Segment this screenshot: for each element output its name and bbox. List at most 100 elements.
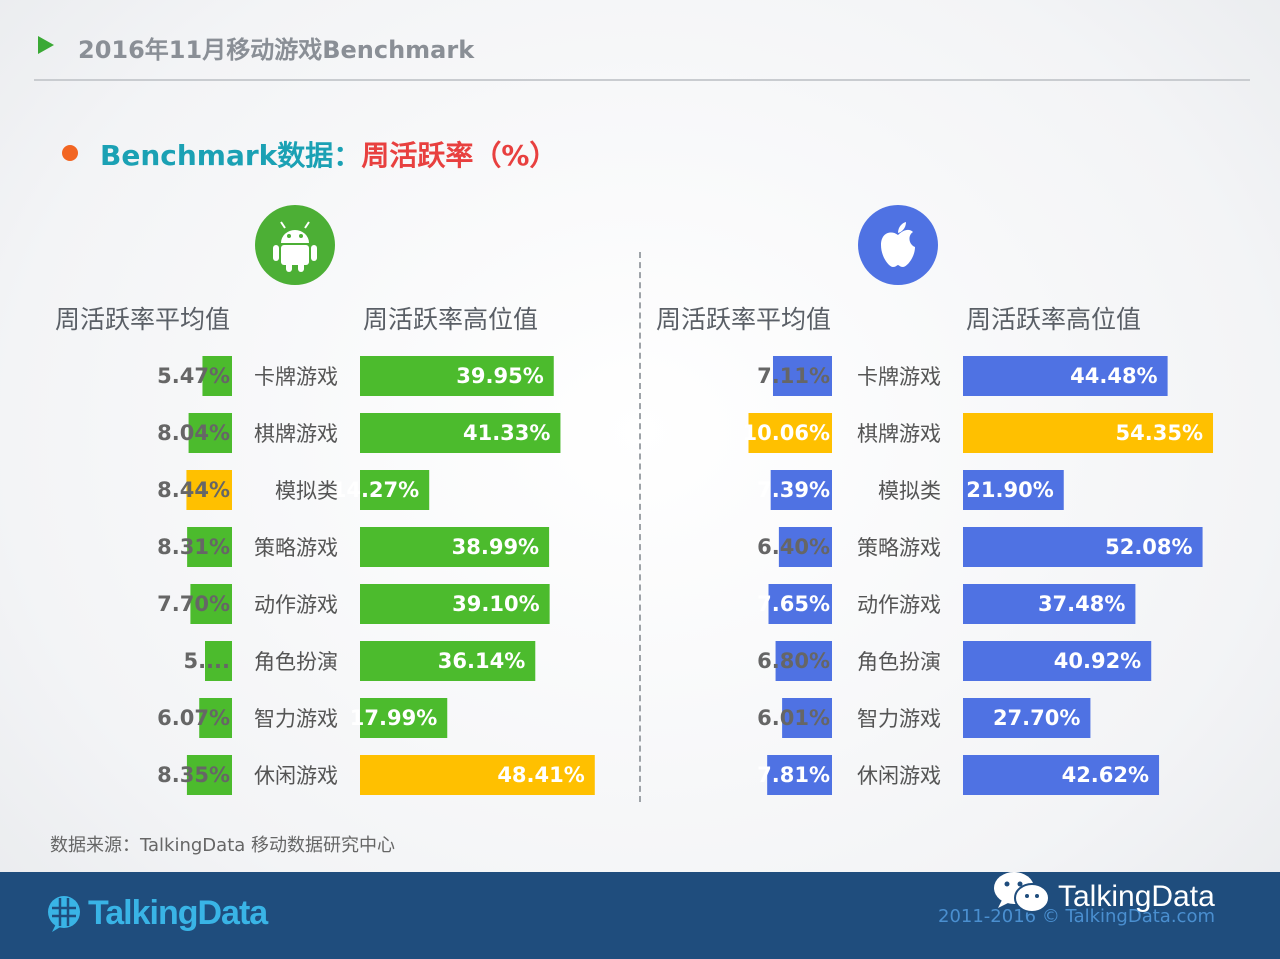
ios-high-bar [963, 413, 1214, 453]
ios-category-label: 动作游戏 [857, 593, 941, 617]
apple-icon [858, 205, 938, 285]
android-category-label: 休闲游戏 [254, 764, 338, 788]
ios-category-label: 角色扮演 [857, 650, 941, 674]
subtitle-label: Benchmark数据： [100, 139, 362, 172]
ios-high-bar [963, 641, 1152, 681]
ios-high-value-label: 27.70% [993, 706, 1080, 730]
ios-category-label: 休闲游戏 [857, 764, 941, 788]
ios-high-bar [963, 698, 1091, 738]
android-avg-bar [202, 356, 232, 396]
android-high-value-label: 39.95% [456, 364, 543, 388]
android-avg-value-label: 8.35% [157, 763, 230, 787]
android-category-label: 卡牌游戏 [254, 365, 338, 389]
ios-high-title: 周活跃率高位值 [966, 305, 1142, 334]
ios-avg-value-label: 7.65% [757, 592, 830, 616]
android-avg-bar [190, 584, 232, 624]
android-avg-value-label: 8.44% [157, 478, 230, 502]
footer-copyright: 2011-2016 © TalkingData.com [938, 906, 1216, 927]
ios-avg-value-label: 7.39% [757, 478, 830, 502]
ios-category-label: 模拟类 [878, 479, 941, 503]
android-high-value-label: 38.99% [452, 535, 539, 559]
page-title: 2016年11月移动游戏Benchmark [78, 36, 475, 64]
ios-avg-bar [782, 698, 832, 738]
ios-high-value-label: 54.35% [1116, 421, 1203, 445]
wechat-icon [994, 872, 1050, 913]
ios-category-label: 智力游戏 [857, 707, 941, 731]
subtitle-metric: 周活跃率（%） [361, 139, 558, 172]
ios-category-label: 卡牌游戏 [857, 365, 941, 389]
ios-avg-bar [767, 755, 832, 795]
android-avg-bar [187, 527, 232, 567]
ios-avg-value-label: 6.01% [757, 706, 830, 730]
android-high-title: 周活跃率高位值 [363, 305, 539, 334]
android-avg-value-label: 6.07% [157, 706, 230, 730]
ios-avg-title: 周活跃率平均值 [656, 305, 832, 334]
ios-category-label: 策略游戏 [857, 536, 941, 560]
wechat-account: TalkingData [1058, 880, 1215, 913]
header-divider [34, 79, 1250, 81]
android-high-bar [360, 755, 595, 795]
ios-high-bar [963, 527, 1203, 567]
android-avg-bar [186, 470, 232, 510]
android-category-label: 策略游戏 [254, 536, 338, 560]
android-high-value-label: 36.14% [438, 649, 525, 673]
android-high-value-label: 17.99% [350, 706, 437, 730]
bullet-dot-icon [62, 145, 78, 161]
ios-high-bar [963, 755, 1160, 795]
ios-high-value-label: 42.62% [1062, 763, 1149, 787]
ios-avg-value-label: 7.81% [757, 763, 830, 787]
talkingdata-logo-icon [48, 896, 80, 932]
android-avg-value-label: 8.31% [157, 535, 230, 559]
ios-avg-bar [775, 641, 832, 681]
ios-avg-value-label: 6.40% [757, 535, 830, 559]
ios-avg-bar [770, 470, 832, 510]
ios-avg-bar [772, 356, 832, 396]
ios-high-bar [963, 584, 1136, 624]
ios-avg-value-label: 10.06% [743, 421, 830, 445]
data-source: 数据来源：TalkingData 移动数据研究中心 [50, 835, 396, 856]
android-high-bar [360, 356, 554, 396]
android-avg-bar [199, 698, 232, 738]
android-high-value-label: 39.10% [452, 592, 539, 616]
ios-avg-value-label: 7.11% [757, 364, 830, 388]
android-icon [255, 205, 335, 285]
android-category-label: 棋牌游戏 [254, 422, 338, 446]
android-avg-value-label: 7.70% [157, 592, 230, 616]
ios-avg-bar [748, 413, 832, 453]
android-avg-value-label: 5.47% [157, 364, 230, 388]
android-high-bar [360, 641, 536, 681]
ios-avg-bar [768, 584, 832, 624]
platform-divider [639, 252, 641, 802]
ios-high-bar [963, 470, 1064, 510]
android-high-bar [360, 698, 448, 738]
ios-high-value-label: 52.08% [1105, 535, 1192, 559]
android-category-label: 角色扮演 [254, 650, 338, 674]
android-avg-bar [205, 641, 232, 681]
ios-high-value-label: 44.48% [1070, 364, 1157, 388]
android-avg-bar [188, 413, 232, 453]
footer: TalkingData 2011-2016 © TalkingData.com [0, 872, 1280, 959]
ios-category-label: 棋牌游戏 [857, 422, 941, 446]
ios-avg-bar [778, 527, 832, 567]
android-high-bar [360, 470, 430, 510]
android-avg-value-label: 8.04% [157, 421, 230, 445]
android-avg-title: 周活跃率平均值 [55, 305, 231, 334]
android-high-bar [360, 527, 550, 567]
footer-brand: TalkingData [88, 894, 268, 932]
ios-high-value-label: 21.90% [966, 478, 1053, 502]
android-avg-value-label: 5.... [183, 649, 230, 673]
android-high-bar [360, 584, 550, 624]
play-icon [38, 36, 54, 54]
android-category-label: 模拟类 [275, 479, 338, 503]
android-category-label: 动作游戏 [254, 593, 338, 617]
android-high-value-label: 14.27% [332, 478, 419, 502]
ios-high-bar [963, 356, 1168, 396]
android-high-value-label: 41.33% [463, 421, 550, 445]
android-category-label: 智力游戏 [254, 707, 338, 731]
android-high-value-label: 48.41% [497, 763, 584, 787]
android-avg-bar [186, 755, 232, 795]
ios-high-value-label: 40.92% [1054, 649, 1141, 673]
ios-high-value-label: 37.48% [1038, 592, 1125, 616]
android-high-bar [360, 413, 561, 453]
